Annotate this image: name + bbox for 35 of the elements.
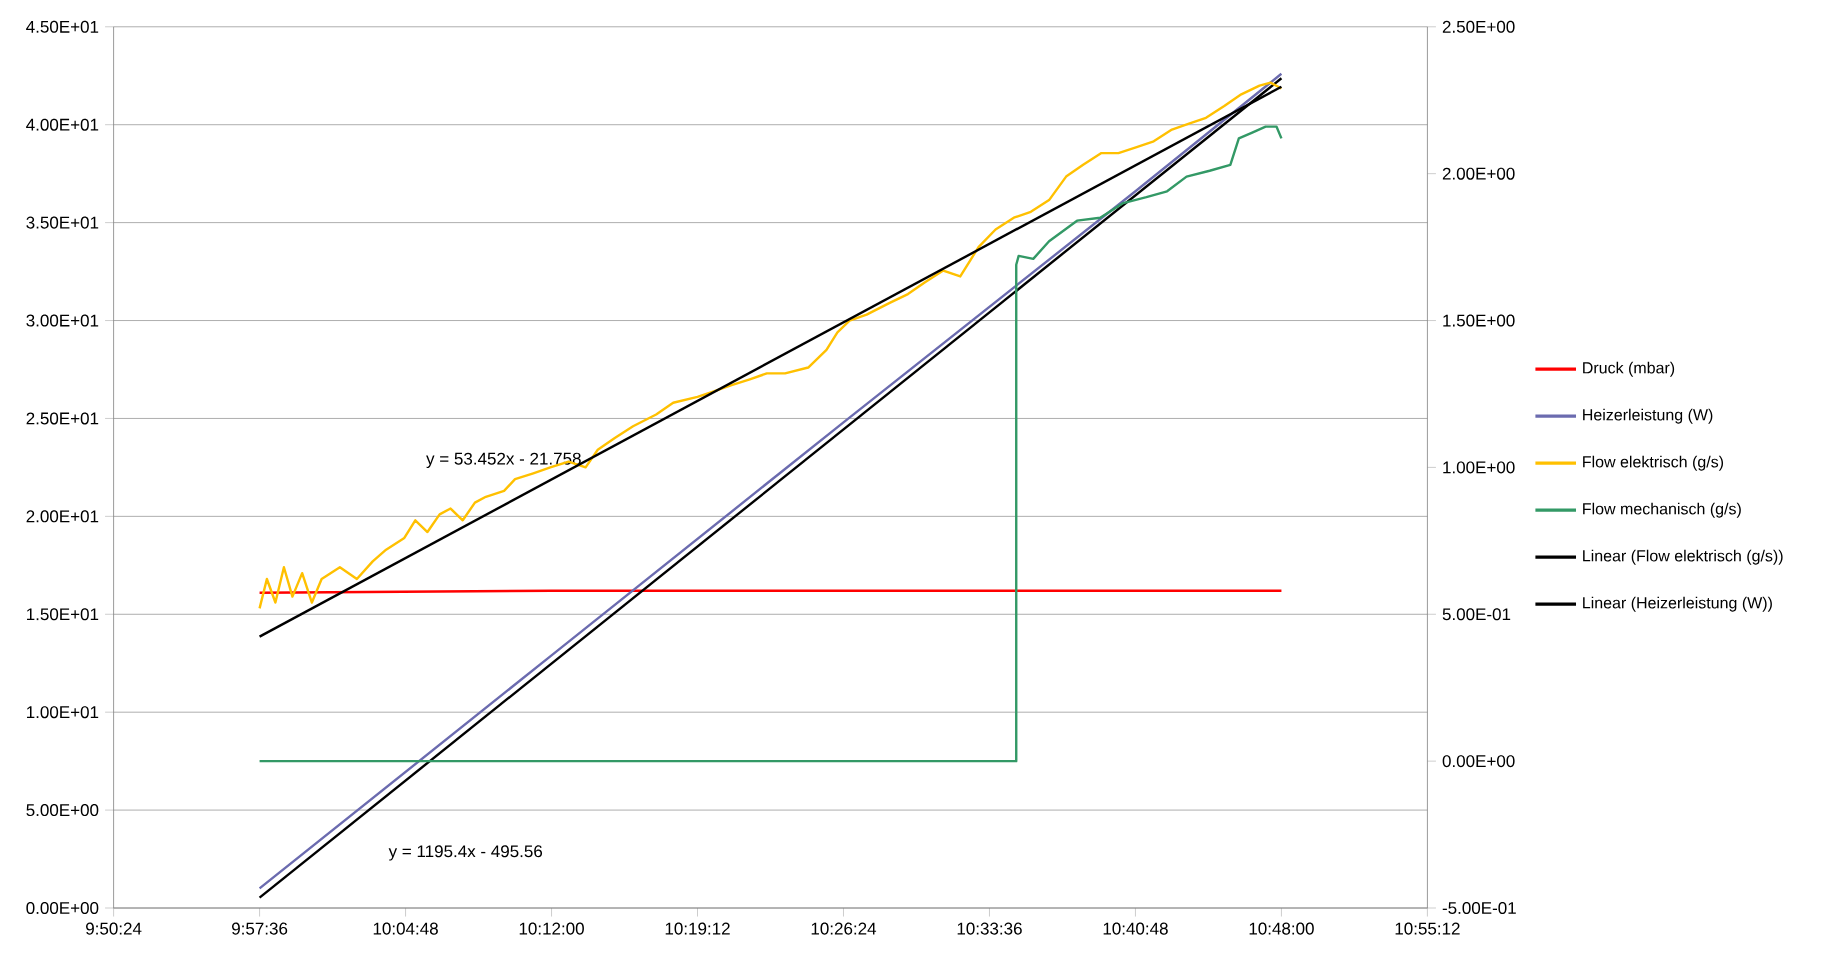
- y2-tick-label: 5.00E-01: [1442, 608, 1511, 621]
- y2-tick-label: 1.00E+00: [1443, 461, 1515, 474]
- legend-label: Flow elektrisch (g/s): [1583, 455, 1724, 471]
- y-tick-label: 3.50E+01: [26, 216, 99, 229]
- y2-tick-label: 0.00E+00: [1442, 755, 1515, 768]
- y-tick-label: 4.00E+01: [26, 118, 99, 131]
- y-tick-label: 1.00E+01: [27, 706, 99, 719]
- x-tick-label: 10:48:00: [1249, 922, 1314, 935]
- x-tick-label: 9:50:24: [86, 922, 142, 935]
- y-tick-label: 4.50E+01: [26, 20, 99, 33]
- legend-label: Linear (Heizerleistung (W)): [1583, 596, 1772, 612]
- y-tick-label: 2.00E+01: [26, 510, 99, 523]
- x-tick-label: 10:12:00: [519, 922, 584, 935]
- legend-label: Heizerleistung (W): [1583, 408, 1713, 424]
- x-tick-label: 10:33:36: [957, 922, 1022, 935]
- y-tick-label: 0.00E+00: [26, 902, 99, 915]
- line-series: [258, 125, 1283, 763]
- legend-label: Linear (Flow elektrisch (g/s)): [1583, 549, 1783, 565]
- x-tick-label: 10:04:48: [373, 922, 438, 935]
- annotation: y = 1195.4x - 495.56: [388, 845, 543, 861]
- x-tick-label: 10:26:24: [811, 922, 877, 935]
- y2-tick-label: 2.00E+00: [1442, 167, 1515, 180]
- x-tick-label: 10:40:48: [1103, 922, 1168, 935]
- y2-tick-label: 2.50E+00: [1442, 20, 1515, 33]
- y-tick-label: 5.00E+00: [26, 804, 99, 817]
- x-tick-label: 9:57:36: [232, 922, 288, 935]
- y-tick-label: 2.50E+01: [26, 412, 99, 425]
- y2-tick-label: -5.00E-01: [1442, 902, 1516, 915]
- legend-label: Druck (mbar): [1583, 361, 1675, 377]
- y-tick-label: 3.00E+01: [26, 314, 99, 327]
- y2-tick-label: 1.50E+00: [1443, 314, 1515, 327]
- legend-label: Flow mechanisch (g/s): [1583, 502, 1741, 518]
- x-tick-label: 10:19:12: [665, 922, 730, 935]
- x-tick-label: 10:55:12: [1395, 922, 1460, 935]
- y-tick-label: 1.50E+01: [27, 608, 99, 621]
